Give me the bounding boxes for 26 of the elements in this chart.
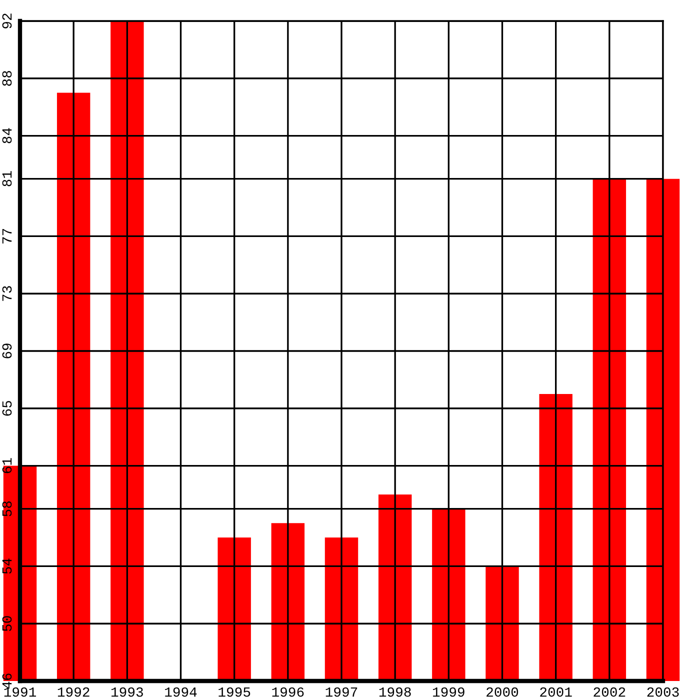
x-tick-label: 1998 [379, 687, 411, 697]
y-tick-label: 88 [2, 70, 12, 86]
y-tick-label: 58 [2, 501, 12, 516]
y-tick-label: 73 [2, 286, 12, 301]
y-tick-label: 84 [2, 128, 12, 144]
y-tick-label: 92 [2, 14, 12, 28]
y-tick-label: 61 [2, 458, 12, 474]
x-tick-label: 1999 [433, 687, 464, 697]
x-tick-label: 2000 [486, 687, 518, 697]
y-tick-label: 54 [2, 558, 12, 574]
y-tick-label: 69 [2, 344, 12, 358]
x-tick-label: 1991 [4, 687, 36, 697]
y-tick-label: 50 [2, 616, 12, 632]
y-tick-label: 46 [2, 674, 12, 689]
x-tick-label: 1992 [58, 687, 90, 697]
x-tick-label: 2003 [647, 687, 679, 697]
x-tick-label: 1997 [326, 687, 358, 697]
y-tick-label: 77 [2, 228, 12, 244]
x-tick-label: 1993 [112, 687, 143, 697]
x-tick-label: 1995 [218, 687, 250, 697]
x-tick-label: 1994 [165, 687, 197, 697]
y-tick-label: 81 [2, 171, 12, 186]
x-tick-label: 2001 [540, 687, 572, 697]
x-tick-label: 2002 [594, 687, 626, 697]
x-tick-label: 1996 [272, 687, 304, 697]
y-tick-label: 65 [2, 400, 12, 416]
